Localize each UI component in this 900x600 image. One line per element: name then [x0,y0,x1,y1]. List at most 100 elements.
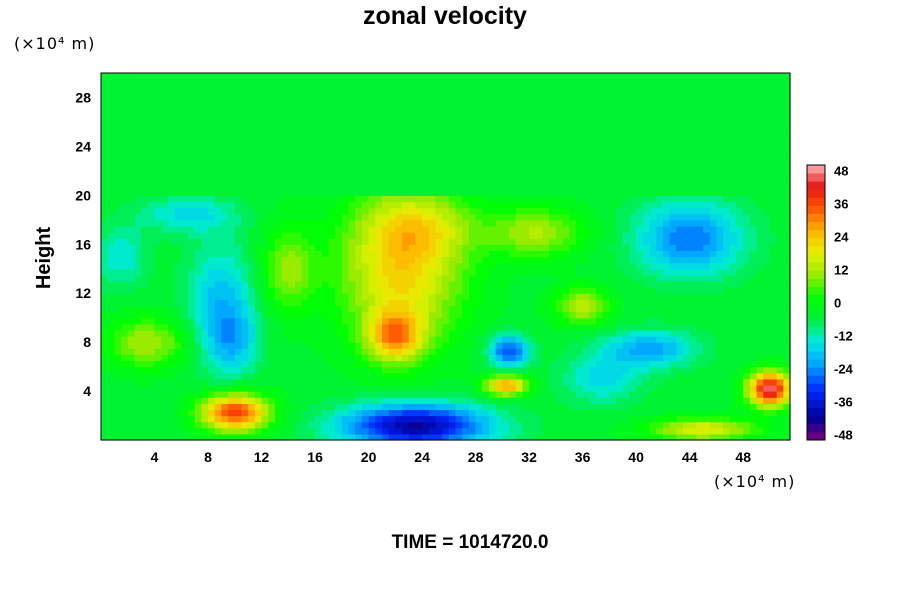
heatmap-cell [154,152,162,160]
heatmap-cell [147,262,156,270]
heatmap-cell [448,403,457,411]
heatmap-cell [723,336,731,343]
heatmap-cell [268,397,276,404]
heatmap-cell [442,189,450,196]
heatmap-cell [676,146,684,154]
heatmap-cell [402,287,410,294]
heatmap-cell [107,293,115,300]
heatmap-cell [268,415,276,423]
heatmap-cell [402,244,410,251]
heatmap-cell [676,268,684,276]
heatmap-cell [703,317,711,325]
heatmap-cell [154,183,162,190]
heatmap-cell [294,244,303,251]
heatmap-cell [709,158,718,166]
heatmap-cell [462,317,470,325]
heatmap-cell [368,232,376,239]
heatmap-cell [756,232,764,239]
heatmap-cell [522,342,530,349]
heatmap-cell [529,146,537,154]
heatmap-cell [268,329,276,337]
heatmap-cell [696,232,704,239]
heatmap-cell [315,189,323,196]
heatmap-cell [187,232,196,239]
heatmap-cell [107,354,115,362]
heatmap-cell [468,421,477,429]
heatmap-cell [208,323,216,331]
heatmap-cell [616,403,624,411]
heatmap-cell [783,305,791,313]
heatmap-cell [636,170,644,178]
heatmap-cell [315,342,323,349]
heatmap-cell [234,317,243,325]
heatmap-cell [569,348,577,355]
heatmap-cell [703,201,711,209]
heatmap-cell [662,213,671,221]
heatmap-cell [114,238,122,245]
heatmap-cell [141,421,149,429]
heatmap-cell [134,336,142,343]
heatmap-cell [321,238,330,245]
heatmap-cell [268,170,276,178]
heatmap-cell [455,244,463,251]
heatmap-cell [442,427,450,435]
heatmap-cell [535,207,544,215]
heatmap-cell [495,164,503,172]
heatmap-cell [348,262,356,270]
heatmap-cell [555,366,564,374]
heatmap-cell [656,372,664,380]
heatmap-cell [428,299,437,307]
heatmap-cell [415,299,423,307]
heatmap-cell [622,427,631,435]
heatmap-cell [187,225,196,233]
heatmap-cell [609,219,617,227]
heatmap-cell [676,189,684,196]
heatmap-cell [582,225,590,233]
heatmap-cell [167,360,176,368]
heatmap-cell [181,170,189,178]
heatmap-cell [261,427,269,435]
heatmap-cell [361,397,370,404]
heatmap-cell [248,195,256,203]
heatmap-cell [194,323,202,331]
heatmap-cell [308,299,316,307]
heatmap-cell [234,323,243,331]
heatmap-cell [355,433,363,441]
heatmap-cell [127,238,136,245]
heatmap-cell [221,329,229,337]
heatmap-cell [167,140,176,147]
heatmap-cell [562,415,570,423]
heatmap-cell [749,391,758,398]
heatmap-cell [656,421,664,429]
heatmap-cell [723,244,731,251]
heatmap-cell [622,238,631,245]
heatmap-cell [662,329,671,337]
heatmap-cell [723,183,731,190]
heatmap-cell [723,268,731,276]
heatmap-cell [542,176,550,184]
heatmap-cell [716,354,724,362]
heatmap-cell [174,433,182,441]
heatmap-cell [134,287,142,294]
heatmap-cell [415,391,423,398]
heatmap-cell [763,262,771,270]
heatmap-cell [756,244,764,251]
heatmap-cell [562,403,570,411]
heatmap-cell [636,391,644,398]
heatmap-cell [522,238,530,245]
heatmap-cell [361,403,370,411]
heatmap-cell [208,427,216,435]
heatmap-cell [428,354,437,362]
heatmap-cell [769,280,778,288]
heatmap-cell [127,201,136,209]
heatmap-cell [495,201,503,209]
heatmap-cell [776,372,784,380]
heatmap-cell [228,378,236,386]
heatmap-cell [201,372,209,380]
heatmap-cell [221,213,229,221]
heatmap-cell [609,391,617,398]
heatmap-cell [274,287,283,294]
heatmap-cell [101,140,109,147]
heatmap-cell [529,397,537,404]
heatmap-cell [669,201,677,209]
